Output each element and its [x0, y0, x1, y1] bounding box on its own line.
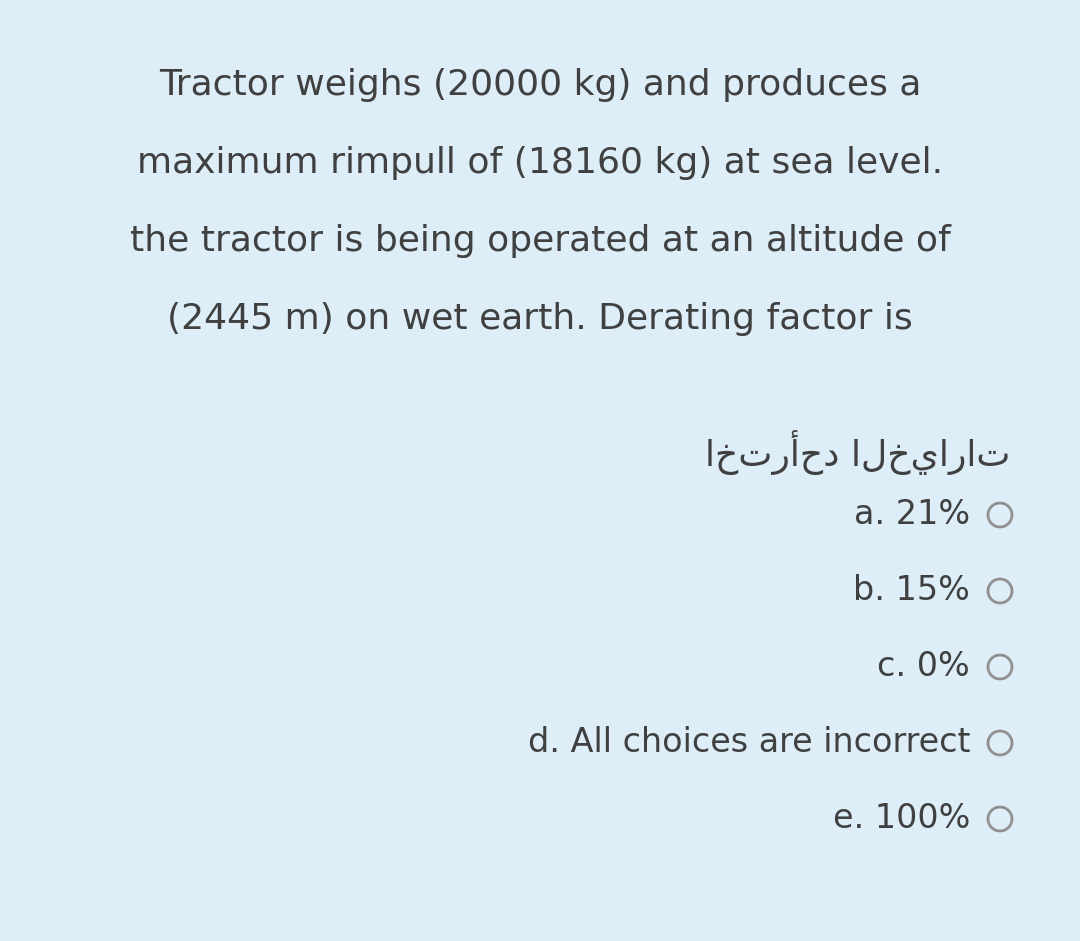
- Text: c. 0%: c. 0%: [877, 650, 970, 683]
- Text: اخترأحد الخيارات: اخترأحد الخيارات: [704, 430, 1010, 475]
- Text: the tractor is being operated at an altitude of: the tractor is being operated at an alti…: [130, 224, 950, 258]
- Text: e. 100%: e. 100%: [833, 803, 970, 836]
- Text: Tractor weighs (20000 kg) and produces a: Tractor weighs (20000 kg) and produces a: [159, 68, 921, 102]
- Text: (2445 m) on wet earth. Derating factor is: (2445 m) on wet earth. Derating factor i…: [167, 302, 913, 336]
- Text: a. 21%: a. 21%: [854, 499, 970, 532]
- Text: maximum rimpull of (18160 kg) at sea level.: maximum rimpull of (18160 kg) at sea lev…: [137, 146, 943, 180]
- Text: b. 15%: b. 15%: [853, 575, 970, 608]
- Text: d. All choices are incorrect: d. All choices are incorrect: [527, 726, 970, 759]
